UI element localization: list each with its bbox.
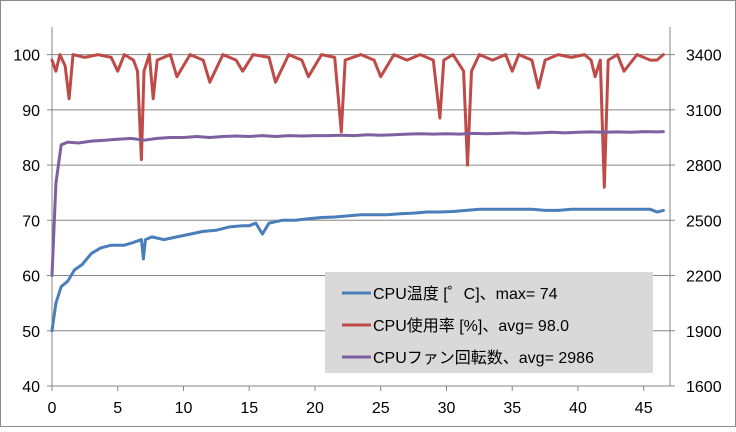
y2-tick-label-0: 1600: [686, 379, 722, 396]
y-tick-label-5: 90: [22, 103, 40, 120]
x-tick-label-5: 25: [372, 400, 390, 417]
y-tick-label-0: 40: [22, 379, 40, 396]
x-tick-label-3: 15: [240, 400, 258, 417]
series-line-2: [50, 130, 665, 277]
y-tick-label-1: 50: [22, 324, 40, 341]
legend-label-0: CPU温度 [゜C]、max= 74: [373, 285, 558, 303]
y-tick-label-2: 60: [22, 269, 40, 286]
x-tick-label-0: 0: [48, 400, 57, 417]
y2-tick-label-2: 2200: [686, 269, 722, 286]
legend: CPU温度 [゜C]、max= 74 CPU使用率 [%]、avg= 98.0 CP…: [325, 272, 653, 373]
x-tick-label-7: 35: [503, 400, 521, 417]
x-tick-label-9: 45: [635, 400, 653, 417]
legend-box: [325, 272, 653, 373]
x-tick-label-1: 5: [113, 400, 122, 417]
y2-tick-label-3: 2500: [686, 213, 722, 230]
x-tick-label-6: 30: [438, 400, 456, 417]
y2-tick-label-6: 3400: [686, 48, 722, 65]
legend-label-1: CPU使用率 [%]、avg= 98.0: [373, 317, 569, 335]
series-line-0: [50, 207, 665, 333]
y2-tick-label-1: 1900: [686, 324, 722, 341]
tick-layer: 4050607080901001600190022002500280031003…: [13, 48, 721, 417]
y-tick-label-4: 80: [22, 158, 40, 175]
legend-label-2: CPUファン回転数、avg= 2986: [373, 349, 594, 367]
y2-tick-label-5: 3100: [686, 103, 722, 120]
x-tick-label-2: 10: [175, 400, 193, 417]
legend-items: CPU温度 [゜C]、max= 74 CPU使用率 [%]、avg= 98.0 CP…: [342, 285, 594, 367]
y-tick-label-6: 100: [13, 48, 40, 65]
series-line-1: [50, 53, 665, 189]
x-tick-label-4: 20: [306, 400, 324, 417]
y-tick-label-3: 70: [22, 213, 40, 230]
y2-tick-label-4: 2800: [686, 158, 722, 175]
x-tick-label-8: 40: [569, 400, 587, 417]
series-layer: [50, 53, 665, 333]
